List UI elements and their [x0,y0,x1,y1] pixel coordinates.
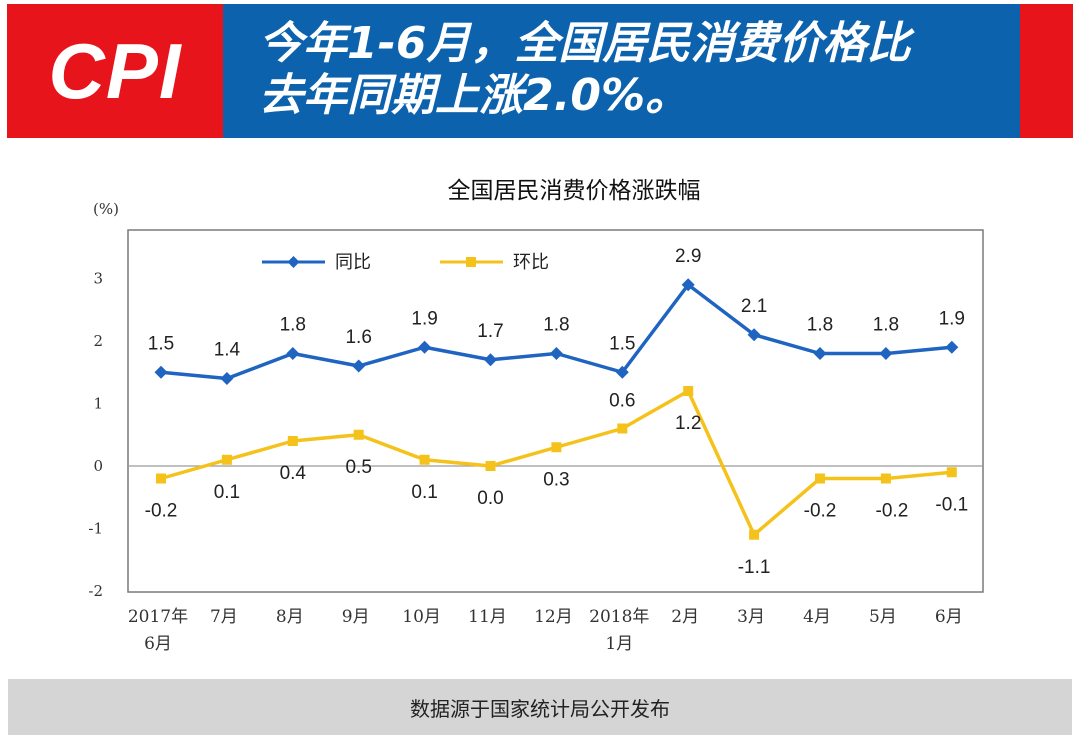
headline-line-1: 今年1-6月，全国居民消费价格比 [259,18,911,69]
x-tick-label: 6月 [935,607,963,627]
data-label-mom: 0.5 [345,457,371,478]
y-tick-label: 0 [93,457,103,475]
data-point-yoy [813,347,827,360]
data-point-mom [287,436,298,446]
footer-source-bar: 数据源于国家统计局公开发布 [8,679,1072,735]
data-label-yoy: 1.8 [873,315,899,336]
y-tick-label: 3 [93,270,103,288]
data-point-mom [485,461,496,471]
x-tick-label: 1月 [605,634,633,654]
source-text: 数据源于国家统计局公开发布 [410,696,670,721]
data-label-mom: 0.1 [214,482,240,503]
data-label-yoy: 1.9 [411,308,437,329]
data-point-mom [419,454,430,465]
data-point-mom [617,423,628,434]
headline: 今年1-6月，全国居民消费价格比 去年同期上涨2.0%。 [259,18,999,122]
x-tick-label: 11月 [468,607,507,627]
data-point-yoy [484,353,497,367]
data-point-mom [551,442,562,453]
data-point-mom [815,473,825,484]
data-label-mom: -0.2 [804,501,837,522]
banner-blue-block [223,4,1020,138]
data-point-yoy [286,347,300,360]
plot-frame [127,229,984,593]
data-point-yoy [549,347,563,360]
data-label-yoy: 1.9 [939,308,965,329]
data-point-mom [946,467,957,478]
data-point-yoy [615,365,629,379]
y-tick-label: -2 [88,582,103,600]
data-label-yoy: 1.4 [214,340,241,361]
data-label-yoy: 2.1 [741,296,767,317]
data-label-mom: 0.4 [280,463,307,484]
x-tick-label: 5月 [869,607,897,627]
data-point-yoy [220,372,234,385]
data-label-yoy: 1.6 [345,327,371,348]
data-label-mom: 1.2 [675,413,701,434]
legend-marker-yoy [287,256,300,268]
data-point-yoy [418,340,432,354]
data-point-yoy [879,347,893,360]
data-point-mom [156,473,166,484]
cpi-logo-text: CPI [48,26,182,115]
data-label-yoy: 1.8 [280,315,306,336]
data-label-mom: 0.1 [411,482,437,503]
data-label-mom: 0.3 [543,469,569,490]
data-label-mom: 0.6 [609,391,635,412]
header-banner: CPI 今年1-6月，全国居民消费价格比 去年同期上涨2.0%。 [7,4,1073,138]
legend-label-mom: 环比 [513,252,549,273]
data-label-yoy: 1.8 [543,315,569,336]
x-tick-label: 9月 [342,607,370,627]
y-axis-unit-label: (%) [93,200,119,218]
data-label-mom: 0.0 [477,488,503,509]
y-tick-label: -1 [88,520,103,538]
banner-red-block-right [1020,4,1073,138]
data-point-mom [749,529,760,540]
data-point-yoy [154,365,168,379]
x-tick-label: 4月 [803,607,831,627]
x-tick-label: 2月 [671,607,699,627]
x-tick-label: 7月 [210,607,238,627]
data-label-yoy: 2.9 [675,246,701,267]
data-point-yoy [945,340,959,354]
data-point-mom [221,454,232,465]
banner-red-block-left [7,4,223,138]
x-tick-label: 3月 [737,607,765,627]
x-tick-label: 6月 [144,634,172,654]
data-point-yoy [352,359,366,373]
data-label-yoy: 1.8 [807,315,833,336]
y-tick-label: 1 [93,395,103,413]
headline-line-2: 去年同期上涨2.0%。 [259,70,690,121]
data-point-mom [683,386,694,396]
legend-label-yoy: 同比 [335,252,371,273]
data-label-yoy: 1.5 [148,333,174,354]
x-tick-label: 12月 [534,607,573,627]
cpi-line-chart: 全国居民消费价格涨跌幅 (%) 3 2 1 0 -1 -2 2017年 6月 7月 8月 9月 10月 11… [88,178,984,654]
data-point-mom [353,429,364,440]
data-label-mom: -0.2 [876,501,909,522]
data-label-mom: -0.2 [145,501,178,522]
legend-marker-mom [466,257,476,267]
x-tick-label: 2018年 [589,607,649,627]
data-point-mom [880,473,891,484]
y-tick-label: 2 [93,332,103,350]
x-tick-label: 8月 [276,607,304,627]
data-label-yoy: 1.5 [609,333,635,354]
data-label-mom: -0.1 [935,494,968,515]
chart-title: 全国居民消费价格涨跌幅 [448,178,701,204]
data-label-mom: -1.1 [738,557,771,578]
x-tick-label: 10月 [402,607,441,627]
data-label-yoy: 1.7 [477,321,503,342]
x-tick-label: 2017年 [128,607,188,627]
data-point-yoy [681,278,695,292]
data-point-yoy [747,328,761,342]
